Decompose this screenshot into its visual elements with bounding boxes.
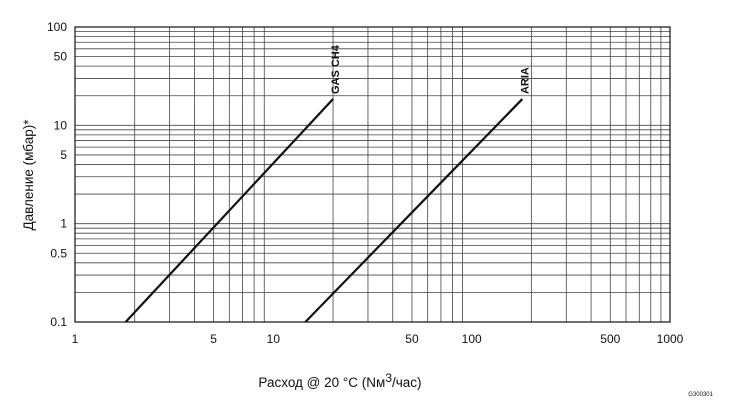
x-tick-label: 5	[210, 332, 217, 346]
figure-code: G300301	[688, 392, 713, 398]
x-tick-label: 50	[405, 332, 419, 346]
y-tick-label: 0.1	[50, 315, 67, 329]
series-label-aria: ARIA	[519, 67, 531, 94]
series-line-gas-ch4	[124, 98, 334, 323]
tick-labels: 1 5 10 50 100 500 1000 0.1 0.5 1 5 10 50 100	[47, 20, 684, 346]
y-tick-label: 100	[47, 20, 67, 34]
y-tick-label: 1	[60, 217, 67, 231]
x-tick-label: 500	[600, 332, 620, 346]
series-label-gas-ch4: GAS CH4	[330, 44, 342, 94]
x-tick-label: 10	[267, 332, 281, 346]
grid	[75, 27, 670, 322]
plot-frame	[74, 26, 671, 323]
y-tick-label: 10	[54, 118, 68, 132]
x-tick-label: 1000	[657, 332, 684, 346]
x-axis-title-prefix: Расход @ 20 °C (Nм	[258, 375, 385, 390]
y-axis-title: Давление (мбар)*	[21, 119, 36, 231]
x-axis-title: Расход @ 20 °C (Nм3/час)	[258, 371, 421, 390]
x-tick-label: 1	[72, 332, 79, 346]
series-lines: GAS CH4 ARIA	[124, 44, 531, 323]
x-axis-title-suffix: /час)	[392, 375, 422, 390]
y-tick-label: 5	[60, 148, 67, 162]
series-line-aria	[304, 98, 524, 323]
x-axis-title-superscript: 3	[385, 371, 392, 385]
x-tick-label: 100	[462, 332, 482, 346]
y-tick-label: 50	[54, 50, 68, 64]
y-tick-label: 0.5	[50, 246, 67, 260]
